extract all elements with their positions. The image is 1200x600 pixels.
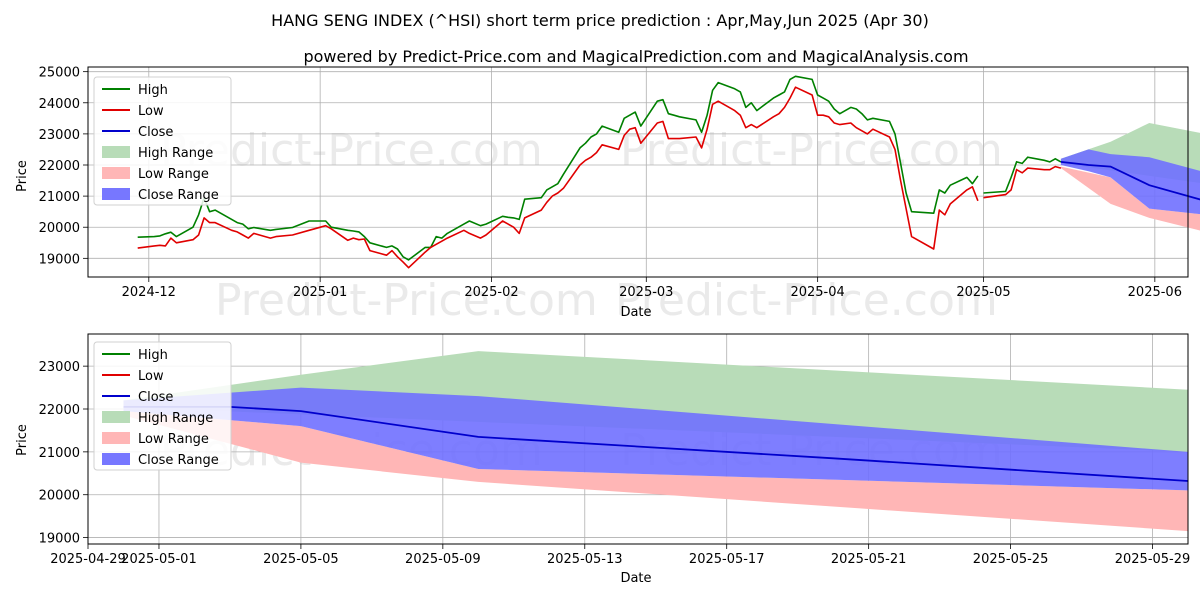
top-panel: Predict-Price.com Predict-Price.com Pred… xyxy=(15,66,1200,326)
x-tick-label: 2025-05-01 xyxy=(121,552,197,567)
legend-swatch-low_range xyxy=(102,167,130,179)
y-tick-label: 20000 xyxy=(39,221,80,236)
low-range-band xyxy=(123,411,1188,532)
legend-label: Close Range xyxy=(138,453,219,468)
legend-label: High xyxy=(138,83,168,98)
watermark-text: Predict-Price.com xyxy=(215,275,598,326)
series-line-low xyxy=(137,86,979,269)
y-tick-label: 23000 xyxy=(39,360,80,375)
plot-frame xyxy=(87,66,1189,278)
y-tick-label: 23000 xyxy=(39,128,80,143)
chart-title: HANG SENG INDEX (^HSI) short term price … xyxy=(271,11,929,30)
y-tick-label: 24000 xyxy=(39,97,80,112)
legend-label: Close Range xyxy=(138,188,219,203)
y-axis-label: Price xyxy=(15,160,30,192)
x-tick-label: 2025-01 xyxy=(293,285,347,300)
legend-label: High Range xyxy=(138,146,213,161)
low-range-band xyxy=(1060,166,1200,231)
x-tick-label: 2025-06 xyxy=(1128,285,1182,300)
x-axis-label: Date xyxy=(620,305,651,320)
legend-swatch-close_range xyxy=(102,188,130,200)
watermark-text: Predict-Price.com xyxy=(620,125,1003,176)
legend-label: Low xyxy=(138,369,164,384)
legend-label: Low Range xyxy=(138,167,209,182)
legend-label: Close xyxy=(138,390,173,405)
x-tick-label: 2024-12 xyxy=(122,285,176,300)
x-tick-label: 2025-05 xyxy=(956,285,1010,300)
legend-swatch-close_range xyxy=(102,453,130,465)
legend-label: Low xyxy=(138,104,164,119)
x-tick-label: 2025-04 xyxy=(790,285,844,300)
x-tick-label: 2025-05-09 xyxy=(405,552,481,567)
chart-subtitle: powered by Predict-Price.com and Magical… xyxy=(303,47,968,66)
high-range-band xyxy=(123,351,1188,452)
y-tick-label: 19000 xyxy=(39,252,80,267)
series-line-low-tail xyxy=(983,165,1062,199)
legend-swatch-low_range xyxy=(102,432,130,444)
legend-label: High Range xyxy=(138,411,213,426)
y-tick-label: 21000 xyxy=(39,446,80,461)
legend-swatch-high_range xyxy=(102,146,130,158)
y-tick-label: 19000 xyxy=(39,532,80,547)
y-tick-label: 25000 xyxy=(39,66,80,81)
legend-label: Close xyxy=(138,125,173,140)
bottom-panel: Predict-Price.com Predict-Price.com 2025… xyxy=(15,333,1191,586)
x-tick-label: 2025-05-29 xyxy=(1115,552,1191,567)
x-axis-label: Date xyxy=(620,571,651,586)
x-tick-label: 2025-05-21 xyxy=(831,552,907,567)
y-tick-label: 20000 xyxy=(39,489,80,504)
series-line-high xyxy=(137,75,979,261)
x-tick-label: 2025-02 xyxy=(464,285,518,300)
y-tick-label: 21000 xyxy=(39,190,80,205)
x-tick-label: 2025-04-29 xyxy=(50,552,126,567)
legend-label: High xyxy=(138,348,168,363)
watermark-text: Predict-Price.com xyxy=(615,275,998,326)
y-axis-label: Price xyxy=(15,424,30,456)
y-tick-label: 22000 xyxy=(39,403,80,418)
legend-label: Low Range xyxy=(138,432,209,447)
x-tick-label: 2025-05-17 xyxy=(689,552,765,567)
series-line-close-forecast xyxy=(1060,161,1200,201)
x-tick-label: 2025-05-25 xyxy=(973,552,1049,567)
legend-swatch-high_range xyxy=(102,411,130,423)
x-tick-label: 2025-03 xyxy=(619,285,673,300)
series-line-high-tail xyxy=(983,156,1062,194)
x-tick-label: 2025-05-13 xyxy=(547,552,623,567)
plot-frame xyxy=(87,333,1189,545)
x-tick-label: 2025-05-05 xyxy=(263,552,339,567)
y-tick-label: 22000 xyxy=(39,159,80,174)
